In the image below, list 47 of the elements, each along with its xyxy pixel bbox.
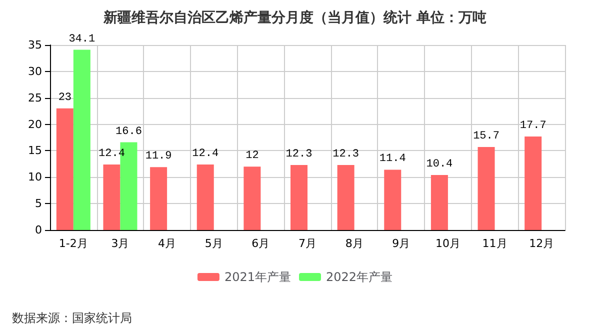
y-tick-label: 35 — [28, 38, 42, 52]
bar — [196, 164, 214, 230]
bar — [337, 164, 354, 230]
data-label: 12.3 — [286, 148, 312, 160]
data-label: 12 — [246, 150, 259, 162]
x-tick-label: 8月 — [345, 237, 364, 250]
x-tick-label: 9月 — [392, 237, 410, 250]
x-tick-label: 3月 — [111, 237, 130, 250]
y-tick-label: 10 — [28, 170, 42, 184]
x-tick-label: 7月 — [298, 237, 316, 250]
x-tick-label: 11月 — [482, 237, 508, 250]
data-label: 17.7 — [520, 120, 546, 132]
bar — [478, 147, 495, 230]
bar — [244, 166, 261, 230]
y-tick-label: 25 — [28, 91, 42, 104]
data-label: 23 — [58, 92, 72, 104]
bar — [384, 170, 402, 230]
bar — [290, 164, 308, 230]
y-tick-label: 0 — [35, 224, 42, 236]
x-tick-label: 12月 — [529, 237, 554, 250]
bar — [150, 167, 168, 230]
data-label: 10.4 — [426, 158, 454, 171]
data-label: 12.4 — [192, 148, 219, 160]
x-tick-label: 1-2月 — [58, 237, 88, 250]
data-label: 12.3 — [332, 148, 360, 160]
y-tick-label: 20 — [28, 118, 42, 131]
bar — [73, 50, 90, 230]
data-label: 34.1 — [68, 33, 96, 46]
bar — [524, 136, 542, 230]
data-label: 11.4 — [379, 153, 406, 166]
y-tick-label: 15 — [28, 144, 42, 158]
x-tick-label: 6月 — [252, 237, 270, 250]
source-note: 数据来源：国家统计局 — [12, 311, 132, 325]
x-tick-label: 5月 — [204, 237, 223, 250]
bar — [103, 164, 120, 230]
y-tick-label: 5 — [35, 197, 42, 210]
data-label: 16.6 — [116, 126, 142, 138]
x-tick-label: 4月 — [158, 237, 176, 250]
legend-label: 2021年产量 — [224, 270, 292, 284]
chart-title: 新疆维吾尔自治区乙烯产量分月度（当月值）统计 单位：万吨 — [102, 9, 486, 26]
bar — [430, 175, 448, 230]
data-label: 15.7 — [473, 130, 500, 143]
y-tick-label: 30 — [28, 64, 42, 78]
x-tick-label: 10月 — [435, 237, 460, 250]
bar — [56, 108, 74, 230]
data-label: 11.9 — [145, 150, 172, 163]
legend-label: 2022年产量 — [326, 270, 393, 284]
